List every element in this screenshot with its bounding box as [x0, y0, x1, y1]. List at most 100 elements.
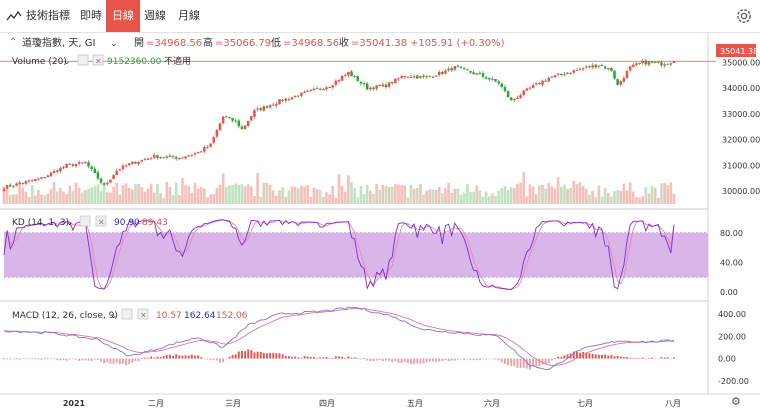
- candle-body: [450, 68, 453, 71]
- kd-close-icon[interactable]: [95, 215, 107, 227]
- volume-bar: [472, 191, 475, 204]
- candle-body: [46, 175, 50, 178]
- kd-dropdown-icon[interactable]: ⌄: [66, 218, 74, 228]
- macd-histogram-bar: [259, 351, 262, 359]
- macd-histogram-bar: [262, 353, 265, 359]
- volume-bar: [115, 182, 119, 204]
- candle-body: [488, 77, 491, 80]
- tab-daily[interactable]: 日線: [106, 0, 140, 32]
- macd-histogram-bar: [378, 358, 381, 361]
- macd-histogram-bar: [394, 358, 397, 362]
- volume-label[interactable]: Volume (20): [12, 57, 67, 67]
- macd-histogram-bar: [572, 351, 575, 359]
- volume-bar: [606, 192, 610, 204]
- macd-histogram-bar: [300, 357, 303, 359]
- macd-histogram-bar: [90, 358, 93, 361]
- macd-histogram-bar: [190, 354, 193, 359]
- volume-bar: [362, 194, 366, 204]
- volume-bar: [353, 187, 356, 204]
- tab-weekly[interactable]: 週線: [144, 9, 166, 22]
- candle-body: [337, 80, 341, 82]
- macd-histogram-bar: [397, 358, 400, 363]
- macd-histogram-bar: [24, 358, 27, 360]
- macd-histogram-bar: [75, 358, 77, 360]
- volume-bar: [171, 195, 175, 204]
- volume-dropdown-icon[interactable]: ⌄: [63, 57, 71, 67]
- collapse-icon[interactable]: ⌃: [9, 37, 17, 48]
- volume-bar: [181, 177, 184, 204]
- volume-bar: [49, 189, 53, 204]
- candle-body: [635, 63, 638, 66]
- macd-histogram-bar: [118, 358, 121, 365]
- kd-settings-icon[interactable]: [79, 215, 91, 227]
- macd-histogram-bar: [43, 357, 46, 359]
- macd-histogram-bar: [228, 356, 231, 359]
- volume-bar: [159, 193, 162, 204]
- tab-monthly[interactable]: 月線: [178, 9, 200, 22]
- macd-histogram-bar: [328, 358, 331, 359]
- volume-bar: [275, 195, 278, 204]
- macd-histogram-bar: [59, 358, 62, 361]
- symbol-label[interactable]: 道瓊指數, 天, GI: [22, 36, 95, 49]
- candle-body: [365, 83, 369, 90]
- volume-bar: [613, 191, 616, 204]
- volume-bar: [237, 184, 241, 204]
- gear-icon[interactable]: [735, 7, 753, 25]
- symbol-dropdown-icon[interactable]: ⌄: [110, 39, 118, 49]
- macd-histogram-bar: [3, 358, 5, 360]
- volume-bar: [644, 187, 648, 204]
- chart-settings-icon[interactable]: ⚙: [731, 395, 741, 408]
- volume-bar: [419, 184, 422, 204]
- candle-body: [491, 78, 494, 80]
- macd-label[interactable]: MACD (12, 26, close, 9): [12, 311, 118, 321]
- time-tick-label: 七月: [577, 399, 593, 408]
- macd-panel: [3, 306, 675, 371]
- macd-histogram-bar: [529, 358, 531, 370]
- volume-bar: [253, 195, 256, 204]
- tab-realtime[interactable]: 即時: [80, 9, 102, 22]
- macd-histogram-bar: [388, 358, 391, 361]
- macd-histogram-bar: [447, 358, 450, 361]
- macd-histogram-bar: [594, 354, 597, 359]
- change-value: +105.91 (+0.30%): [410, 38, 505, 49]
- candle-body: [563, 74, 566, 76]
- volume-bar: [390, 186, 394, 204]
- volume-bar: [55, 191, 59, 204]
- time-tick-label: 六月: [484, 398, 500, 408]
- macd-dropdown-icon[interactable]: ⌄: [110, 311, 118, 321]
- indicator-icon[interactable]: [6, 9, 22, 23]
- volume-bar: [381, 184, 385, 204]
- candle-body: [572, 70, 576, 73]
- volume-settings-icon[interactable]: [77, 54, 89, 66]
- chart-area[interactable]: 30000.00 31000.00 32000.00 33000.00 34000.00…: [0, 32, 760, 413]
- volume-close-icon[interactable]: [92, 54, 104, 66]
- macd-histogram-bar: [406, 358, 409, 364]
- volume-bar: [516, 183, 519, 204]
- macd-histogram-bar: [165, 355, 168, 359]
- volume-bar: [40, 194, 43, 204]
- macd-histogram-bar: [128, 358, 131, 365]
- volume-bar: [15, 194, 18, 204]
- candle-body: [434, 75, 438, 77]
- candle-body: [641, 60, 644, 64]
- candle-body: [528, 87, 532, 89]
- kd-label[interactable]: KD (14, 1, 3): [12, 218, 69, 228]
- macd-histogram-bar: [109, 358, 112, 364]
- macd-histogram-bar: [115, 358, 118, 364]
- candle-body: [181, 157, 184, 159]
- macd-histogram-bar: [350, 357, 353, 359]
- macd-histogram-bar: [313, 356, 315, 359]
- candle-body: [334, 80, 338, 85]
- macd-settings-icon[interactable]: [121, 308, 133, 320]
- candle-body: [506, 91, 510, 98]
- macd-close-icon[interactable]: [137, 308, 149, 320]
- volume-bar: [178, 195, 181, 204]
- macd-tick-label: -200.00: [718, 377, 749, 386]
- indicators-button[interactable]: 技術指標: [26, 9, 70, 22]
- macd-histogram-bar: [250, 350, 253, 359]
- macd-histogram-bar: [535, 358, 538, 367]
- candle-body: [484, 77, 488, 79]
- candle-body: [118, 169, 122, 171]
- candle-body: [478, 72, 482, 74]
- candle-body: [660, 62, 663, 66]
